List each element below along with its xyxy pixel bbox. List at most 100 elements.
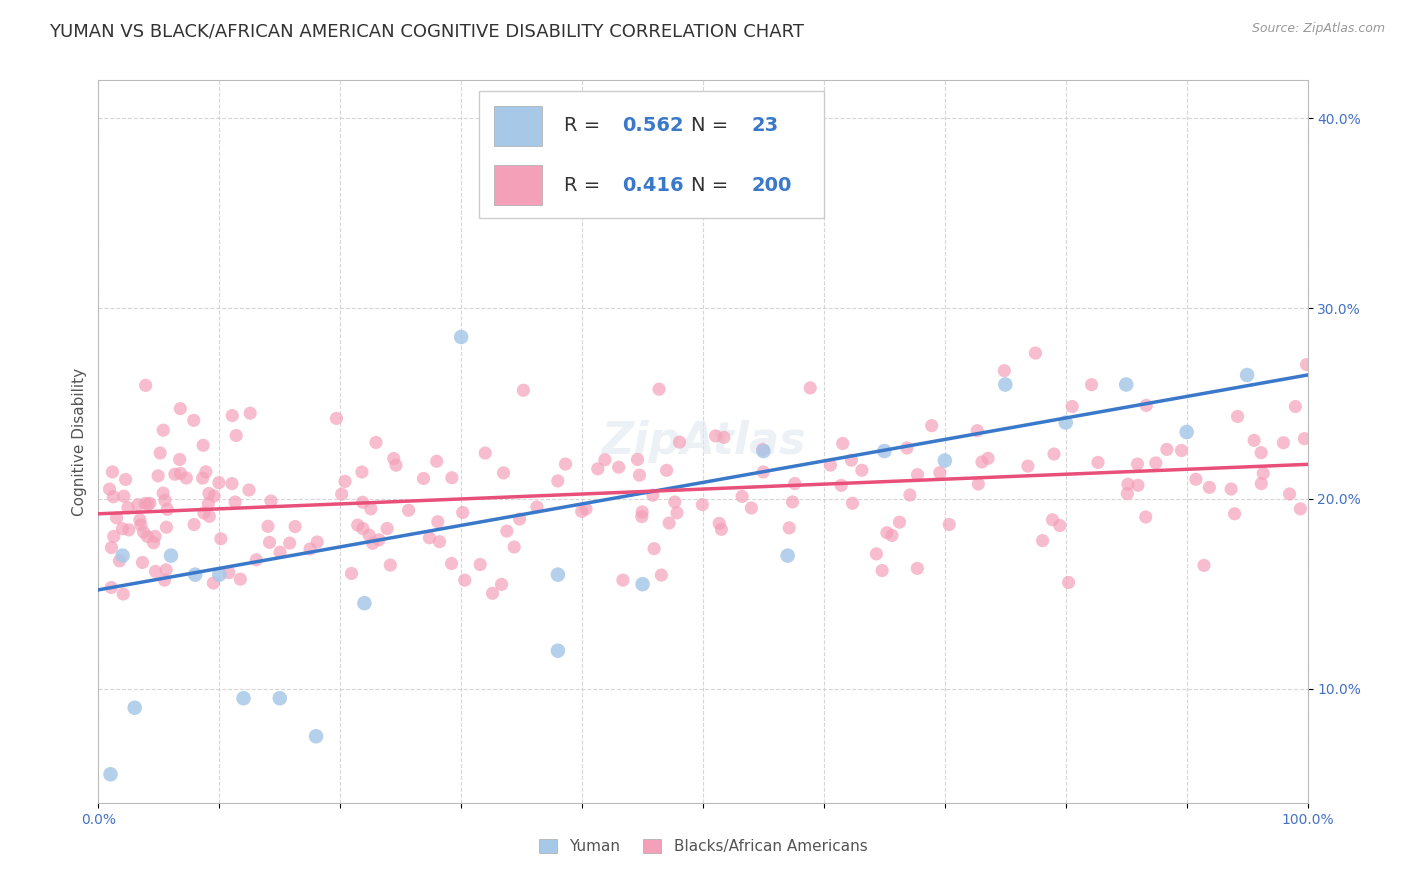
Point (142, 535, 165, 549)
Point (1042, 513, 1064, 527)
Point (1115, 377, 1137, 392)
Text: N =: N = (690, 176, 734, 194)
Text: Source: ZipAtlas.com: Source: ZipAtlas.com (1251, 22, 1385, 36)
Point (1294, 432, 1316, 446)
Point (98, 482, 121, 496)
Text: R =: R = (564, 116, 606, 136)
Point (1087, 455, 1109, 469)
Point (841, 496, 863, 510)
Point (1220, 482, 1243, 496)
Point (136, 530, 159, 544)
Point (239, 406, 262, 420)
Point (1272, 435, 1295, 450)
Point (1135, 510, 1157, 524)
Point (418, 531, 440, 545)
Point (1126, 457, 1149, 471)
Point (631, 505, 654, 519)
Point (232, 691, 254, 706)
Point (593, 452, 616, 467)
Point (993, 364, 1015, 378)
Point (977, 451, 1000, 466)
Point (1295, 358, 1317, 372)
Point (1116, 477, 1139, 491)
Point (451, 506, 474, 520)
Point (155, 520, 177, 534)
Point (153, 493, 176, 508)
Point (103, 529, 125, 543)
Point (412, 471, 434, 485)
Point (630, 509, 652, 524)
Point (340, 566, 363, 581)
Point (512, 384, 534, 398)
Point (934, 453, 956, 467)
Point (1054, 416, 1077, 430)
Point (495, 524, 517, 538)
Point (1185, 472, 1208, 486)
Point (831, 436, 853, 450)
Point (440, 557, 463, 571)
Point (299, 541, 322, 556)
Point (269, 545, 291, 559)
FancyBboxPatch shape (494, 106, 543, 145)
Point (503, 540, 526, 554)
Point (112, 489, 135, 503)
Point (198, 509, 221, 524)
Point (163, 467, 186, 482)
Point (127, 498, 149, 512)
Point (146, 468, 169, 483)
Point (776, 549, 799, 563)
Point (325, 411, 347, 425)
Point (474, 446, 496, 460)
Point (143, 529, 166, 543)
Point (100, 581, 122, 595)
Point (353, 596, 375, 610)
Point (648, 382, 671, 396)
Point (575, 501, 598, 516)
Point (851, 463, 873, 477)
Point (1017, 459, 1039, 474)
Point (278, 536, 301, 550)
Text: 0.562: 0.562 (621, 116, 683, 136)
Point (169, 452, 191, 467)
Point (375, 521, 398, 535)
Point (1080, 377, 1102, 392)
Point (665, 506, 688, 520)
Point (782, 495, 804, 509)
Point (361, 536, 384, 550)
Point (907, 467, 929, 482)
Point (1126, 478, 1149, 492)
Point (731, 490, 754, 504)
Point (655, 463, 678, 477)
Point (658, 516, 681, 530)
Point (889, 515, 911, 529)
Point (554, 457, 576, 471)
Point (454, 573, 477, 587)
Point (132, 525, 155, 540)
Point (440, 471, 463, 485)
Point (307, 535, 329, 549)
Point (752, 444, 775, 458)
Point (333, 475, 356, 489)
Y-axis label: Cognitive Disability: Cognitive Disability (72, 368, 87, 516)
Point (1250, 476, 1272, 491)
Point (628, 468, 651, 483)
Point (1170, 443, 1192, 458)
Point (1192, 558, 1215, 573)
Point (191, 471, 214, 485)
Point (870, 564, 893, 578)
Point (970, 455, 993, 469)
Point (183, 413, 205, 427)
Point (481, 586, 503, 600)
Point (994, 377, 1017, 392)
Point (1243, 434, 1265, 448)
Text: 200: 200 (751, 176, 792, 194)
Point (259, 535, 281, 549)
Point (352, 495, 374, 509)
Text: YUMAN VS BLACK/AFRICAN AMERICAN COGNITIVE DISABILITY CORRELATION CHART: YUMAN VS BLACK/AFRICAN AMERICAN COGNITIV… (49, 22, 804, 40)
Point (752, 465, 775, 479)
Point (880, 528, 903, 542)
Point (710, 522, 733, 536)
Point (799, 381, 821, 395)
Point (330, 487, 353, 501)
Point (183, 517, 205, 532)
